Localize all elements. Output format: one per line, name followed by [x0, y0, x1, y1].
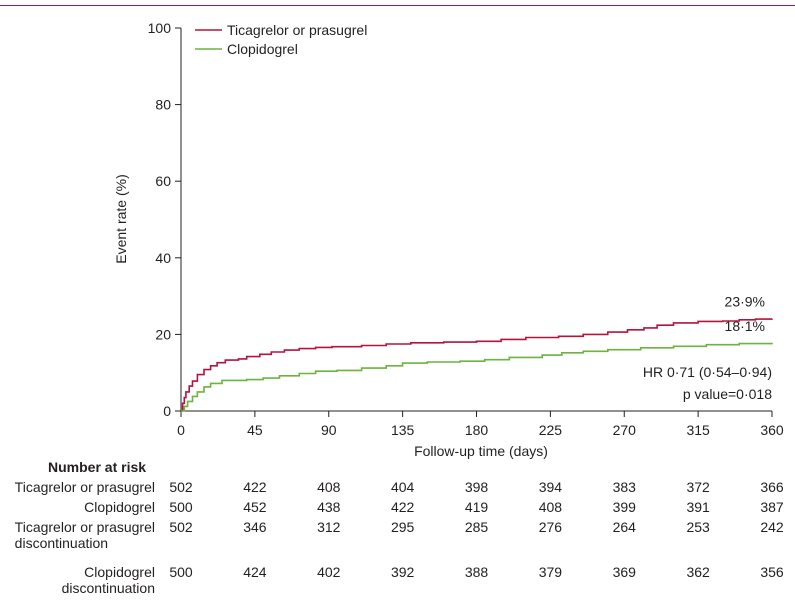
risk-cell: 398 [464, 479, 489, 495]
risk-cell: 366 [760, 479, 784, 495]
risk-cell: 356 [760, 564, 784, 580]
risk-row-label-subtext: discontinuation [61, 580, 155, 596]
risk-cell: 422 [243, 479, 267, 495]
risk-cell: 242 [760, 519, 784, 535]
legend-label-2: Clopidogrel [227, 41, 298, 57]
risk-row-label: Clopidogrel discontinuation [62, 564, 155, 596]
x-tick-label: 315 [686, 422, 710, 438]
risk-cell: 399 [612, 499, 636, 515]
risk-cell: 502 [169, 479, 193, 495]
risk-cell: 346 [243, 519, 267, 535]
risk-cell: 312 [317, 519, 341, 535]
y-tick-label: 80 [155, 97, 171, 113]
risk-cell: 438 [317, 499, 341, 515]
axes: 0 20 40 60 80 100 0 45 90 135 180 225 270 315 360 [148, 20, 784, 438]
series-line-2 [181, 342, 773, 412]
risk-cell: 387 [760, 499, 784, 515]
y-tick-label: 100 [148, 20, 172, 36]
risk-cell: 388 [464, 564, 489, 580]
risk-cell: 419 [464, 499, 489, 515]
x-tick-label: 270 [613, 422, 637, 438]
risk-cell: 502 [169, 519, 193, 535]
risk-cell: 372 [686, 479, 710, 495]
risk-row-label-text: Clopidogrel [84, 564, 155, 580]
curves [181, 318, 773, 412]
y-tick-label: 20 [155, 326, 171, 342]
annotations: 23·9% 18·1% HR 0·71 (0·54–0·94) p value=0·0… [643, 294, 772, 402]
risk-cell: 276 [538, 519, 563, 535]
risk-row-label-subtext: discontinuation [14, 535, 109, 551]
risk-cell: 264 [612, 519, 636, 535]
risk-cell: 253 [686, 519, 710, 535]
y-axis-label: Event rate (%) [113, 174, 129, 263]
risk-cell: 402 [317, 564, 341, 580]
risk-cell: 362 [686, 564, 710, 580]
y-tick-label: 40 [155, 250, 171, 266]
risk-row-label: Ticagrelor or prasugrel discontinuation [15, 519, 155, 551]
x-axis-label: Follow-up time (days) [414, 443, 548, 459]
end-label-2: 18·1% [725, 318, 765, 334]
end-label-1: 23·9% [725, 294, 765, 310]
risk-cell: 424 [243, 564, 267, 580]
risk-cell: 408 [538, 499, 563, 515]
p-value-annotation: p value=0·018 [683, 386, 772, 402]
top-rule [0, 5, 795, 6]
x-tick-label: 0 [177, 422, 185, 438]
x-tick-label: 90 [321, 422, 337, 438]
risk-table-heading: Number at risk [48, 459, 147, 475]
risk-cell: 379 [538, 564, 563, 580]
risk-row-label: Clopidogrel [84, 499, 155, 515]
hr-annotation: HR 0·71 (0·54–0·94) [643, 364, 772, 380]
risk-cell: 285 [464, 519, 489, 535]
x-tick-label: 135 [391, 422, 415, 438]
x-tick-label: 225 [539, 422, 563, 438]
risk-row-label: Ticagrelor or prasugrel [15, 479, 155, 495]
risk-cell: 500 [169, 499, 193, 515]
legend-label-1: Ticagrelor or prasugrel [227, 22, 367, 38]
km-chart: 0 20 40 60 80 100 0 45 90 135 180 225 270 315 360 Tica… [113, 20, 784, 459]
y-tick-label: 0 [163, 403, 171, 419]
x-tick-label: 45 [247, 422, 263, 438]
risk-row-label-text: Ticagrelor or prasugrel [14, 519, 155, 535]
risk-cell: 383 [612, 479, 636, 495]
risk-row-label-text: Clopidogrel [84, 499, 155, 515]
risk-cell: 392 [390, 564, 415, 580]
risk-cell: 408 [317, 479, 341, 495]
risk-cell: 394 [538, 479, 563, 495]
legend: Ticagrelor or prasugrel Clopidogrel [195, 22, 367, 57]
x-tick-label: 360 [760, 422, 784, 438]
x-tick-label: 180 [465, 422, 489, 438]
risk-cell: 404 [390, 479, 415, 495]
risk-cell: 295 [390, 519, 415, 535]
risk-cell: 500 [169, 564, 193, 580]
risk-cell: 391 [686, 499, 710, 515]
risk-row-label-text: Ticagrelor or prasugrel [14, 479, 155, 495]
y-tick-label: 60 [155, 173, 171, 189]
risk-cell: 369 [612, 564, 636, 580]
risk-cell: 422 [390, 499, 415, 515]
risk-cell: 452 [243, 499, 267, 515]
series-line-1 [181, 318, 773, 412]
